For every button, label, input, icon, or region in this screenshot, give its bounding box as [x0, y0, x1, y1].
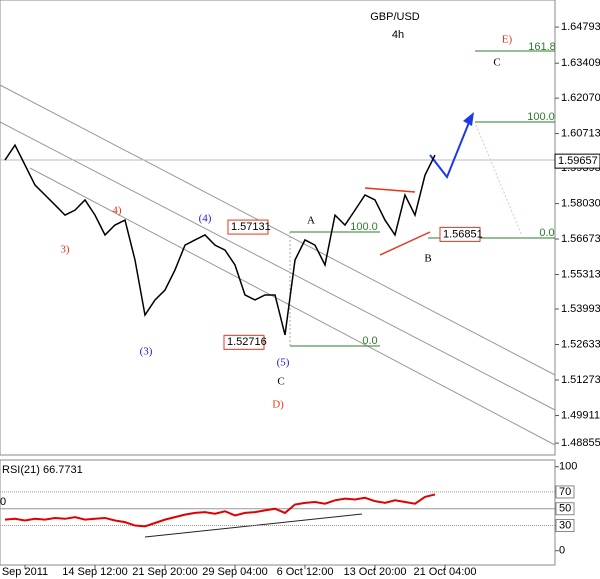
- annotation: C: [277, 376, 284, 388]
- rsi-level-box: [555, 485, 575, 499]
- triangle-line: [364, 187, 416, 193]
- y-tick-label: 1.53993: [561, 303, 600, 315]
- annotation: 3): [60, 244, 70, 256]
- y-tick-label: 1.52633: [561, 338, 600, 350]
- y-tick-label: 1.62070: [561, 92, 600, 104]
- rsi-panel: [0, 459, 556, 566]
- annotation: 100.0: [527, 111, 555, 123]
- y-tick-label: 1.51273: [561, 374, 600, 386]
- price-line: [4, 143, 436, 336]
- projection-line: [475, 124, 523, 237]
- y-tick-label: 1.48855: [561, 437, 600, 449]
- price-label-box: [223, 334, 265, 350]
- rsi-level-box: [555, 502, 575, 516]
- rsi-tick-label: 0: [559, 545, 565, 557]
- y-tick-label: 1.58030: [561, 198, 600, 210]
- projection-arrow: [429, 119, 471, 179]
- annotation: (3): [140, 346, 153, 358]
- x-tick-label: 13 Oct 20:00: [344, 566, 407, 578]
- y-tick-label: 1.55313: [561, 268, 600, 280]
- y-tick-label: 1.64793: [561, 21, 600, 33]
- annotation: C: [493, 57, 500, 69]
- rsi-level-box: [555, 519, 575, 533]
- annotation: E): [502, 34, 513, 46]
- y-tick-label: 1.49911: [561, 409, 600, 421]
- arrow-head: [463, 112, 474, 126]
- annotation: 0.0: [362, 335, 377, 347]
- price-label-box: [227, 219, 269, 235]
- annotation: B: [424, 253, 431, 265]
- x-tick-label: 21 Sep 20:00: [132, 566, 197, 578]
- annotation: 0.0: [539, 227, 554, 239]
- price-label: 1.56851: [443, 228, 483, 240]
- annotation: D): [272, 399, 284, 411]
- rsi-tick-label: 100: [559, 461, 577, 473]
- rsi-left-label: 0: [0, 496, 6, 508]
- channel-line: [29, 167, 556, 446]
- x-tick-label: 29 Sep 04:00: [202, 566, 267, 578]
- price-label-box: [439, 226, 481, 242]
- x-tick-label: 14 Sep 12:00: [62, 566, 127, 578]
- annotation: 4): [112, 205, 122, 217]
- annotation: A: [307, 215, 315, 227]
- x-tick-label: 6 Oct 12:00: [277, 566, 334, 578]
- channel-line: [0, 121, 556, 411]
- annotation: 100.0: [350, 221, 378, 233]
- x-tick-label: Sep 2011: [2, 566, 48, 578]
- rsi-title: RSI(21) 66.7731: [2, 464, 83, 476]
- channel-lines: [0, 84, 556, 446]
- y-tick-label: 1.56673: [561, 233, 600, 245]
- rsi-tick-label: 70: [559, 486, 571, 498]
- annotation: (4): [199, 213, 212, 225]
- annotation: 4h: [392, 29, 404, 41]
- price-label: 1.52716: [227, 336, 267, 348]
- last-price-box: [554, 153, 600, 169]
- triangle-line: [379, 231, 431, 256]
- channel-line: [0, 84, 556, 376]
- y-tick-label: 1.60713: [561, 127, 600, 139]
- rsi-tick-label: 50: [559, 503, 571, 515]
- x-tick-label: 21 Oct 04:00: [414, 566, 477, 578]
- rsi-trendline: [144, 513, 363, 538]
- rsi-line: [4, 493, 436, 528]
- price-label: 1.57131: [231, 221, 271, 233]
- annotation: (5): [277, 357, 290, 369]
- annotation: GBP/USD: [370, 11, 420, 23]
- rsi-tick-label: 30: [559, 519, 571, 531]
- annotation: 161.8: [528, 41, 556, 53]
- last-price-label: 1.59657: [558, 155, 598, 167]
- y-tick-label: 1.63409: [561, 57, 600, 69]
